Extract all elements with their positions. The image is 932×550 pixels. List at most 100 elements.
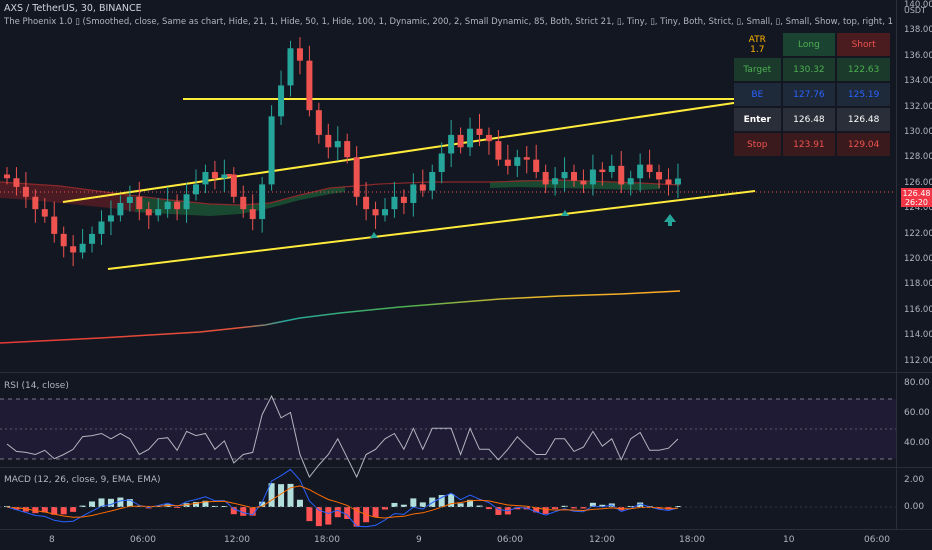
target-long: 130.32: [782, 58, 836, 81]
buy-signal-arrow-small: [561, 210, 569, 216]
macd-histogram-bar: [259, 501, 266, 507]
target-short: 122.63: [837, 58, 890, 81]
candle-up: [448, 134, 455, 154]
candle-down: [22, 186, 29, 197]
macd-label-2: 2.00: [904, 475, 925, 485]
price-axis-label: 130.00: [904, 127, 932, 137]
price-axis-label: 120.00: [904, 254, 932, 264]
candle-down: [211, 172, 218, 179]
candle-down: [32, 196, 39, 210]
price-axis-label: 128.00: [904, 152, 932, 163]
stop-short: 129.04: [837, 133, 890, 156]
candle-down: [599, 169, 606, 173]
buy-signal-arrow-small: [370, 232, 378, 238]
be-short: 125.19: [837, 83, 890, 106]
candle-down: [4, 174, 10, 179]
candle-down: [618, 165, 625, 185]
current-price-tag: 126.48 26:20: [901, 188, 932, 207]
candle-down: [145, 209, 152, 216]
candle-down: [325, 134, 332, 148]
candle-up: [391, 196, 398, 210]
macd-histogram-bar: [278, 484, 285, 507]
indicator-legend[interactable]: The Phoenix 1.0 ▯ (Smoothed, close, Same…: [4, 17, 894, 27]
be-label: BE: [734, 83, 781, 106]
macd-histogram-bar: [202, 500, 209, 507]
candle-up: [561, 172, 568, 179]
be-long: 127.76: [782, 83, 836, 106]
candle-up: [259, 184, 266, 220]
candle-down: [13, 178, 20, 187]
candle-up: [674, 178, 681, 185]
candle-up: [429, 172, 436, 191]
price-axis-label: 116.00: [904, 304, 932, 315]
time-axis-label: 12:00: [589, 535, 615, 545]
macd-histogram-bar: [580, 507, 587, 509]
macd-histogram-bar: [79, 505, 86, 507]
candle-up: [164, 201, 171, 210]
candle-up: [268, 116, 275, 185]
macd-histogram-bar: [533, 507, 540, 513]
price-axis-label: 114.00: [904, 330, 932, 341]
candle-up: [287, 48, 294, 86]
candle-up: [552, 178, 559, 185]
candle-up: [183, 194, 190, 210]
price-axis-label: 122.00: [904, 228, 932, 239]
time-axis-label: 06:00: [864, 535, 890, 545]
candle-up: [382, 209, 388, 216]
candle-down: [533, 159, 540, 173]
macd-histogram-bar: [174, 507, 181, 508]
candle-down: [249, 209, 256, 220]
macd-histogram-bar: [325, 507, 332, 525]
macd-histogram-bar: [599, 504, 606, 507]
rsi-line: [6, 394, 679, 479]
atr-cell: ATR 1.7: [734, 33, 781, 56]
macd-histogram-bar: [193, 502, 199, 507]
macd-histogram-bar: [60, 507, 67, 515]
macd-title[interactable]: MACD (12, 26, close, 9, EMA, EMA): [4, 475, 161, 485]
macd-histogram-bar: [457, 503, 464, 507]
atr-value: 1.7: [750, 44, 765, 55]
ema-cloud-green: [135, 186, 345, 216]
macd-histogram-bar: [41, 507, 48, 513]
channel-lower-line[interactable]: [107, 190, 756, 270]
candle-down: [372, 209, 379, 216]
stop-long: 123.91: [782, 133, 836, 156]
candle-up: [79, 243, 86, 253]
candle-down: [504, 159, 511, 166]
rsi-label-40: 40.00: [904, 438, 930, 448]
candle-down: [230, 174, 237, 197]
macd-histogram-bar: [438, 495, 445, 507]
candle-down: [485, 134, 492, 142]
candle-down: [523, 157, 530, 160]
macd-histogram-bar: [306, 507, 313, 522]
macd-histogram-bar: [51, 507, 58, 515]
time-axis-label: 18:00: [679, 535, 705, 545]
candle-up: [514, 157, 521, 166]
rsi-label-60: 60.00: [904, 408, 930, 418]
long-ma-line: [0, 290, 681, 344]
candle-down: [296, 48, 303, 61]
candle-up: [589, 169, 596, 185]
rsi-title[interactable]: RSI (14, close): [4, 381, 69, 391]
macd-histogram-bar: [296, 499, 303, 507]
macd-signal-line: [6, 485, 678, 519]
price-axis-label: 126.00: [904, 177, 932, 188]
candle-down: [70, 246, 77, 253]
macd-histogram-bar: [552, 507, 559, 509]
candle-down: [665, 179, 672, 185]
candle-down: [580, 180, 587, 185]
symbol-title[interactable]: AXS / TetherUS, 30, BINANCE: [4, 3, 142, 14]
macd-histogram-bar: [410, 498, 417, 507]
candle-down: [41, 209, 48, 217]
candle-up: [202, 172, 209, 185]
candle-down: [457, 134, 464, 148]
macd-histogram-bar: [70, 507, 77, 512]
macd-histogram-bar: [249, 507, 256, 516]
channel-upper-line[interactable]: [62, 99, 755, 203]
candle-up: [89, 233, 96, 244]
macd-histogram-bar: [674, 506, 681, 507]
macd-histogram-bar: [287, 483, 294, 507]
candle-down: [344, 141, 351, 158]
